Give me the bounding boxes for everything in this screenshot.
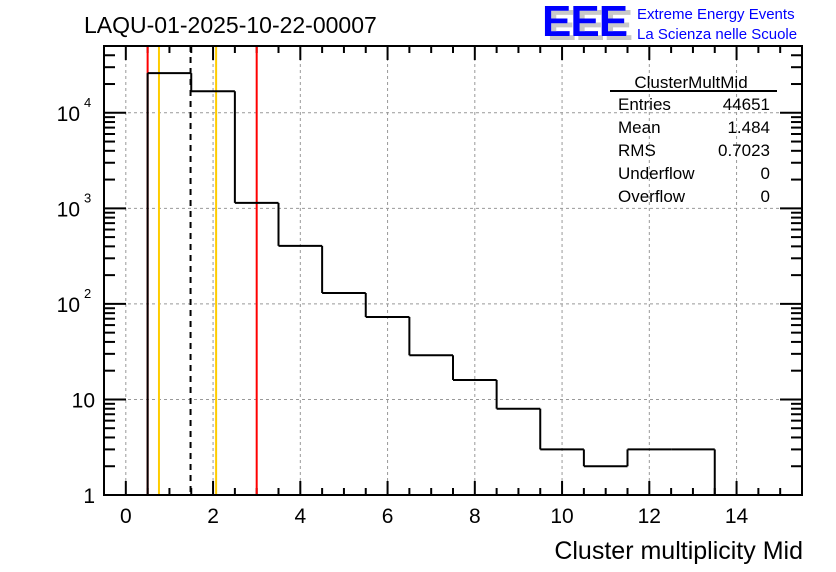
chart-title: LAQU-01-2025-10-22-00007	[84, 12, 377, 38]
stats-value: 44651	[723, 95, 770, 114]
y-tick-label: 10	[57, 103, 80, 126]
axis-ticks	[103, 45, 803, 496]
plot-frame	[103, 45, 803, 496]
y-tick-exponent: 3	[84, 190, 91, 205]
x-tick-label: 12	[638, 505, 661, 528]
y-tick-label: 10	[72, 389, 95, 412]
logo-line-2: La Scienza nelle Scuole	[637, 26, 797, 43]
x-tick-label: 6	[382, 505, 394, 528]
y-tick-label: 1	[83, 485, 95, 508]
x-tick-label: 0	[120, 505, 132, 528]
x-tick-label: 10	[550, 505, 573, 528]
x-tick-label: 4	[294, 505, 306, 528]
logo-mark: EEE	[542, 0, 627, 46]
stats-label: Mean	[618, 118, 661, 137]
x-tick-label: 2	[207, 505, 219, 528]
eee-logo: EEE Extreme Energy Events La Scienza nel…	[542, 0, 797, 46]
y-tick-label: 10	[57, 198, 80, 221]
x-tick-label: 14	[725, 505, 749, 528]
stats-label: Overflow	[618, 187, 686, 206]
histogram-bars	[146, 72, 716, 495]
grid	[104, 46, 802, 496]
stats-title: ClusterMultMid	[634, 73, 747, 92]
stats-box: ClusterMultMid Entries 44651 Mean 1.484 RMS 0…	[610, 73, 777, 206]
marker-lines	[146, 46, 258, 495]
y-tick-exponent: 4	[84, 95, 91, 110]
stats-label: Underflow	[618, 164, 695, 183]
y-tick-exponent: 2	[84, 286, 91, 301]
x-axis-label: Cluster multiplicity Mid	[554, 537, 803, 565]
stats-value: 0	[761, 187, 770, 206]
y-tick-labels: 1 10 10 2 10 3 10 4	[57, 95, 95, 508]
stats-value: 0.7023	[718, 141, 770, 160]
stats-value: 1.484	[727, 118, 770, 137]
stats-label: Entries	[618, 95, 671, 114]
stats-label: RMS	[618, 141, 656, 160]
stats-value: 0	[761, 164, 770, 183]
x-tick-label: 8	[469, 505, 481, 528]
y-tick-label: 10	[57, 294, 80, 317]
x-tick-labels: 0 2 4 6 8 10 12 14	[120, 505, 749, 528]
logo-line-1: Extreme Energy Events	[637, 6, 795, 23]
